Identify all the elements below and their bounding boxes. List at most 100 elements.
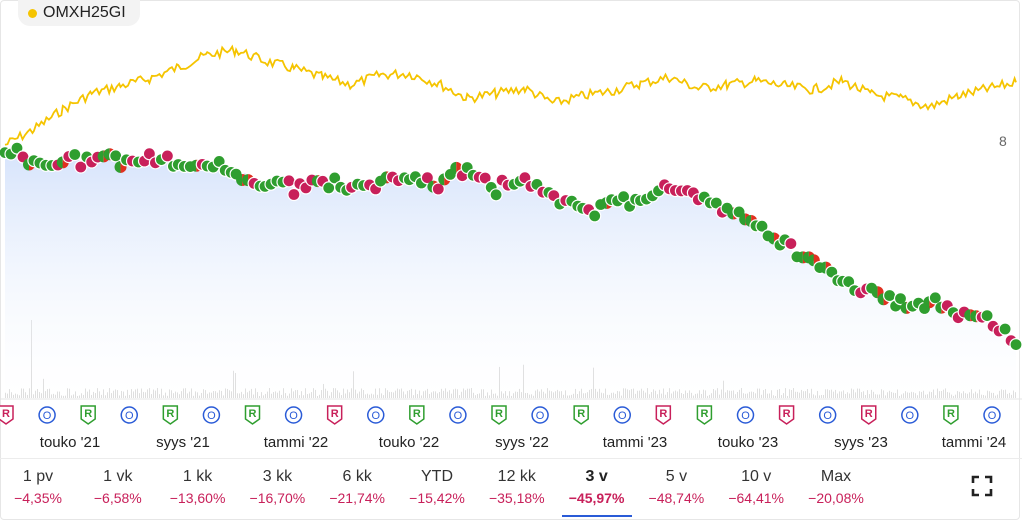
report-marker-icon[interactable]: R <box>0 405 14 425</box>
marker-shape <box>244 405 261 425</box>
report-marker-icon[interactable]: R <box>162 405 179 425</box>
fullscreen-icon[interactable] <box>970 474 994 498</box>
marker-letter: O <box>454 410 463 422</box>
trade-dot <box>998 322 1012 336</box>
range-button[interactable]: YTD −15,42% <box>402 467 472 509</box>
marker-shape <box>613 406 631 424</box>
dot-half-left <box>739 213 746 226</box>
range-label: YTD <box>421 468 453 485</box>
marker-shape <box>284 406 303 424</box>
report-marker-icon[interactable]: R <box>80 405 96 425</box>
range-button[interactable]: 3 kk −16,70% <box>242 467 312 509</box>
range-label: 1 pv <box>22 468 54 485</box>
range-label: 3 kk <box>262 468 293 485</box>
marker-shape <box>901 406 919 424</box>
other-event-marker-icon[interactable]: O <box>531 406 549 424</box>
report-marker-icon[interactable]: R <box>244 405 261 425</box>
marker-shape <box>38 406 56 424</box>
report-marker-icon[interactable]: R <box>573 405 589 425</box>
range-button[interactable]: 3 v −45,97% <box>561 467 632 517</box>
dot-half-left <box>796 251 803 264</box>
range-button[interactable]: 12 kk −35,18% <box>482 467 552 509</box>
marker-shape <box>983 406 1001 424</box>
dot-half-left <box>114 160 121 173</box>
legend-dot-icon <box>28 8 37 18</box>
dot-half-left <box>802 251 809 264</box>
other-event-marker-icon[interactable]: O <box>449 406 467 424</box>
report-marker-icon[interactable]: R <box>696 405 713 425</box>
dot-half-left <box>877 293 884 306</box>
trade-dot <box>784 237 798 251</box>
marker-shape <box>655 405 672 425</box>
range-button[interactable]: Max −20,08% <box>801 467 871 509</box>
report-marker-icon[interactable]: R <box>326 405 343 425</box>
marker-letter: R <box>783 408 791 420</box>
series-legend[interactable]: OMXH25GI <box>18 0 140 26</box>
marker-shape <box>943 405 959 425</box>
report-marker-icon[interactable]: R <box>778 405 795 425</box>
report-marker-icon[interactable]: R <box>409 405 425 425</box>
marker-shape <box>409 405 425 425</box>
marker-shape <box>162 405 179 425</box>
other-event-marker-icon[interactable]: O <box>120 406 138 424</box>
dot-half-left <box>103 148 110 161</box>
trade-dot <box>287 187 301 202</box>
other-event-marker-icon[interactable]: O <box>38 406 56 424</box>
marker-letter: R <box>413 408 421 420</box>
range-button[interactable]: 1 kk −13,60% <box>163 467 233 509</box>
range-change: −13,60% <box>169 490 226 506</box>
report-marker-icon[interactable]: R <box>861 405 877 425</box>
trade-dot <box>709 196 723 210</box>
other-event-marker-icon[interactable]: O <box>736 406 755 424</box>
other-event-marker-icon[interactable]: O <box>284 406 303 424</box>
dot-half-left <box>964 309 971 322</box>
other-event-marker-icon[interactable]: O <box>613 406 631 424</box>
other-event-marker-icon[interactable]: O <box>818 406 837 424</box>
range-button[interactable]: 10 v −64,41% <box>721 467 791 509</box>
other-event-marker-icon[interactable]: O <box>901 406 919 424</box>
range-label: 6 kk <box>342 468 372 485</box>
price-chart[interactable]: 8 R O R O R O R O R O R O R O R O R R O R O R O R O touko '21 syy… <box>0 0 1022 458</box>
range-label: 3 v <box>585 468 608 485</box>
dot-half-left <box>56 156 63 169</box>
marker-shape <box>778 405 795 425</box>
marker-shape <box>120 406 138 424</box>
marker-letter: R <box>865 408 873 420</box>
range-selector: 1 pv −4,35% 1 vk −6,58% 1 kk −13,60% 3 kk −16,7… <box>0 458 1022 523</box>
range-button[interactable]: 1 vk −6,58% <box>83 467 153 509</box>
range-change: −64,41% <box>728 490 785 506</box>
dot-half-left <box>438 173 445 186</box>
range-button[interactable]: 6 kk −21,74% <box>322 467 392 509</box>
marker-shape <box>326 405 343 425</box>
range-change: −21,74% <box>329 490 386 506</box>
index-line <box>4 44 1017 146</box>
other-event-marker-icon[interactable]: O <box>202 406 221 424</box>
x-tick-label: touko '22 <box>379 434 439 451</box>
marker-shape <box>736 406 755 424</box>
trade-dot <box>478 171 492 185</box>
range-button[interactable]: 5 v −48,74% <box>641 467 711 509</box>
trade-dot <box>1009 338 1022 352</box>
marker-letter: R <box>495 408 503 420</box>
dot-half-left <box>807 254 814 267</box>
other-event-marker-icon[interactable]: O <box>983 406 1001 424</box>
last-value-label: 8 <box>999 133 1007 149</box>
report-marker-icon[interactable]: R <box>491 405 507 425</box>
marker-letter: R <box>700 408 708 420</box>
trade-dots <box>0 141 1022 352</box>
report-marker-icon[interactable]: R <box>655 405 672 425</box>
marker-letter: O <box>741 410 750 422</box>
range-change: −6,58% <box>93 490 142 506</box>
marker-shape <box>367 406 385 424</box>
other-event-marker-icon[interactable]: O <box>367 406 385 424</box>
range-label: 12 kk <box>497 468 536 485</box>
range-button[interactable]: 1 pv −4,35% <box>3 467 73 509</box>
legend-label: OMXH25GI <box>43 4 126 21</box>
trade-dot <box>109 149 123 163</box>
trade-dot <box>74 160 88 174</box>
report-marker-icon[interactable]: R <box>943 405 959 425</box>
trade-dot <box>68 147 82 162</box>
marker-letter: O <box>988 410 997 422</box>
